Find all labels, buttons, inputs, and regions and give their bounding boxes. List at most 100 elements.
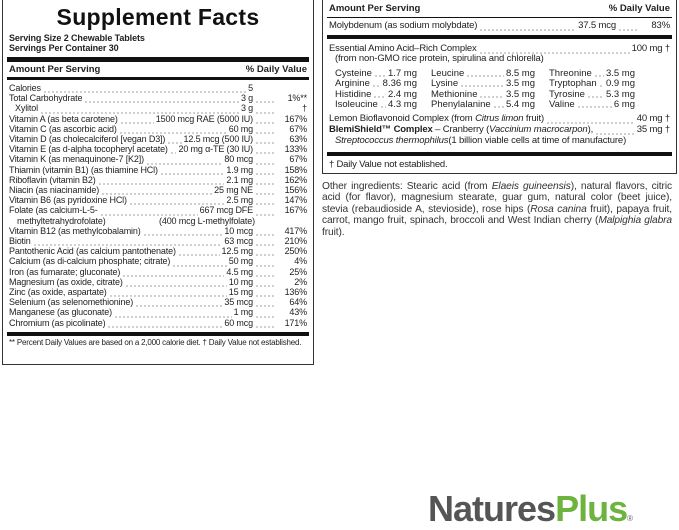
nutrient-row-continuation: methyltetrahydrofolate) (400 mcg L-methyl… bbox=[9, 216, 307, 226]
nutrient-name: Molybdenum (as sodium molybdate) bbox=[329, 20, 478, 31]
nutrient-name: Vitamin B6 (as pyridoxine HCl) bbox=[9, 195, 127, 206]
amino-acid-item: Arginine 8.36 mg bbox=[335, 79, 431, 90]
amino-acid-amount: 0.9 mg bbox=[605, 78, 635, 90]
nutrient-row: Vitamin D (as cholecalciferol [vegan D3]… bbox=[9, 134, 307, 145]
dot-leader bbox=[255, 126, 275, 135]
nutrient-amount: 50 mg bbox=[228, 256, 253, 267]
amino-acid-item: Cysteine 1.7 mg bbox=[335, 67, 431, 80]
latin-name: Vaccinium macrocarpon bbox=[489, 123, 588, 135]
amino-acid-name: Methionine bbox=[431, 88, 478, 100]
nutrient-dv: 417% bbox=[284, 225, 308, 236]
footnote: ** Percent Daily Values are based on a 2… bbox=[9, 337, 302, 347]
serving-size: Serving Size 2 Chewable Tablets bbox=[9, 33, 145, 43]
dot-leader bbox=[108, 289, 227, 298]
amino-acid-amount: 8.36 mg bbox=[382, 78, 417, 90]
dot-leader bbox=[255, 146, 275, 155]
nutrient-name: Vitamin E (as d-alpha tocopheryl acetate… bbox=[9, 144, 168, 155]
nutrient-amount: 12.5 mg bbox=[221, 246, 254, 257]
amino-acid-grid: Cysteine 1.7 mg Leucine 8.5 mg Threonine 3.5 … bbox=[335, 67, 676, 111]
nutrient-row: Pantothenic Acid (as calcium pantothenat… bbox=[9, 246, 307, 257]
header-dv: % Daily Value bbox=[608, 3, 670, 14]
nutrient-name: Thiamin (vitamin B1) (as thiamine HCl) bbox=[9, 164, 158, 175]
nutrient-row: Magnesium (as oxide, citrate) 10 mg 2% bbox=[9, 276, 307, 288]
nutrient-row-molybdenum: Molybdenum (as sodium molybdate) 37.5 mc… bbox=[329, 20, 670, 32]
dot-leader bbox=[145, 156, 223, 165]
nutrient-name: Folate (as calcium-L-5- bbox=[9, 205, 98, 216]
logo-text-plus: Plus bbox=[555, 488, 628, 529]
divider-thin bbox=[327, 17, 672, 18]
amino-acid-item: Tyrosine 5.3 mg bbox=[549, 89, 649, 101]
nutrient-amount: 2.5 mg bbox=[226, 195, 253, 206]
dot-leader bbox=[255, 177, 275, 186]
nutrient-name: Xylitol bbox=[15, 103, 38, 114]
divider-thick bbox=[7, 57, 309, 62]
nutrient-row: Xylitol 3 g † bbox=[9, 103, 307, 114]
amino-acid-item: Leucine 8.5 mg bbox=[431, 68, 549, 80]
dot-leader bbox=[172, 258, 227, 267]
nutrient-dv: 4% bbox=[294, 256, 307, 267]
nutrient-dv: 67% bbox=[289, 154, 307, 165]
dot-leader bbox=[466, 68, 504, 77]
nutrient-amount: 40 mg † bbox=[636, 112, 670, 124]
header-amount: Amount Per Serving bbox=[329, 3, 421, 14]
nutrient-amount: 10 mg bbox=[228, 276, 253, 287]
amino-acid-item: Lysine 3.5 mg bbox=[431, 79, 549, 90]
nutrient-name: Vitamin C (as ascorbic acid) bbox=[9, 123, 117, 134]
dot-leader bbox=[255, 105, 275, 114]
nutrient-amount: 35 mg † bbox=[636, 123, 670, 135]
nutrient-dv: 2% bbox=[294, 276, 307, 287]
nutrient-name: Essential Amino Acid–Rich Complex bbox=[329, 43, 477, 55]
dot-leader bbox=[255, 85, 275, 93]
dot-leader bbox=[598, 79, 604, 88]
dot-leader bbox=[478, 46, 630, 55]
dot-leader bbox=[177, 248, 220, 257]
amino-acid-amount: 3.5 mg bbox=[505, 78, 535, 90]
nutrient-row: Thiamin (vitamin B1) (as thiamine HCl) 1.… bbox=[9, 165, 307, 175]
latin-name: Citrus limon bbox=[475, 112, 524, 124]
supplement-facts-panel-continued: Amount Per Serving % Daily Value Molybde… bbox=[322, 0, 677, 174]
dot-leader bbox=[42, 85, 247, 94]
dot-leader bbox=[255, 228, 275, 237]
nutrient-row: Vitamin B6 (as pyridoxine HCl) 2.5 mg 147% bbox=[9, 195, 307, 206]
nutrient-dv: 64% bbox=[289, 297, 307, 308]
nutrient-row: Vitamin K (as menaquinone-7 [K2]) 80 mcg 6… bbox=[9, 154, 307, 165]
dot-leader bbox=[255, 95, 275, 104]
latin-name: Elaeis guineensis bbox=[491, 181, 571, 192]
other-ingredients: Other ingredients: Stearic acid (from El… bbox=[322, 181, 672, 238]
nutrient-row: Iron (as fumarate; gluconate) 4.5 mg 25% bbox=[9, 267, 307, 277]
dot-leader bbox=[255, 187, 275, 196]
nutrient-row: Calcium (as di-calcium phosphate; citrat… bbox=[9, 256, 307, 267]
name-text: ), bbox=[587, 123, 594, 135]
amino-acid-amount: 5.4 mg bbox=[505, 99, 535, 111]
amino-acid-name: Tryptophan bbox=[549, 78, 597, 90]
dot-leader bbox=[255, 238, 275, 247]
dot-leader bbox=[255, 309, 275, 318]
dot-leader bbox=[32, 238, 223, 247]
nutrient-row: Vitamin E (as d-alpha tocopheryl acetate… bbox=[9, 144, 307, 155]
nutrient-amount: 3 g bbox=[240, 103, 253, 114]
nutrient-amount: 1.9 mg bbox=[226, 164, 253, 175]
panel-title: Supplement Facts bbox=[56, 4, 260, 30]
name-text: (1 billion viable cells at time of manuf… bbox=[448, 134, 627, 146]
header-dv: % Daily Value bbox=[245, 64, 307, 75]
nutrient-row: Manganese (as gluconate) 1 mg 43% bbox=[9, 307, 307, 318]
dot-leader bbox=[128, 197, 225, 206]
nutrient-row: Selenium (as selenomethionine) 35 mcg 64% bbox=[9, 297, 307, 308]
nutrient-amount: 1 mg bbox=[233, 307, 254, 318]
dot-leader bbox=[255, 207, 275, 216]
amino-acid-name: Arginine bbox=[335, 78, 370, 90]
amino-acid-amount: 1.7 mg bbox=[387, 67, 417, 79]
amino-acid-amount: 4.3 mg bbox=[387, 99, 417, 111]
nutrient-name: BlemiShield™ Complex – Cranberry (Vaccin… bbox=[329, 124, 593, 135]
dot-leader bbox=[595, 126, 635, 135]
nutrient-list: Calories 5 Total Carbohydrate 3 g 1%** Xylito… bbox=[3, 83, 313, 328]
nutrient-dv: † bbox=[302, 103, 307, 114]
nutrient-name: Zinc (as oxide, aspartate) bbox=[9, 287, 107, 298]
nutrient-row-blemishield: BlemiShield™ Complex – Cranberry (Vaccin… bbox=[329, 124, 670, 135]
nutrient-row: Niacin (as niacinamide) 25 mg NE 156% bbox=[9, 185, 307, 196]
dot-leader bbox=[255, 289, 275, 298]
nutrient-name: Vitamin D (as cholecalciferol [vegan D3]… bbox=[9, 134, 166, 145]
nutrient-amount: 10 mcg bbox=[224, 225, 253, 236]
ingredient-text: fruit). bbox=[322, 226, 345, 238]
nutrient-row: Vitamin C (as ascorbic acid) 60 mg 67% bbox=[9, 123, 307, 135]
